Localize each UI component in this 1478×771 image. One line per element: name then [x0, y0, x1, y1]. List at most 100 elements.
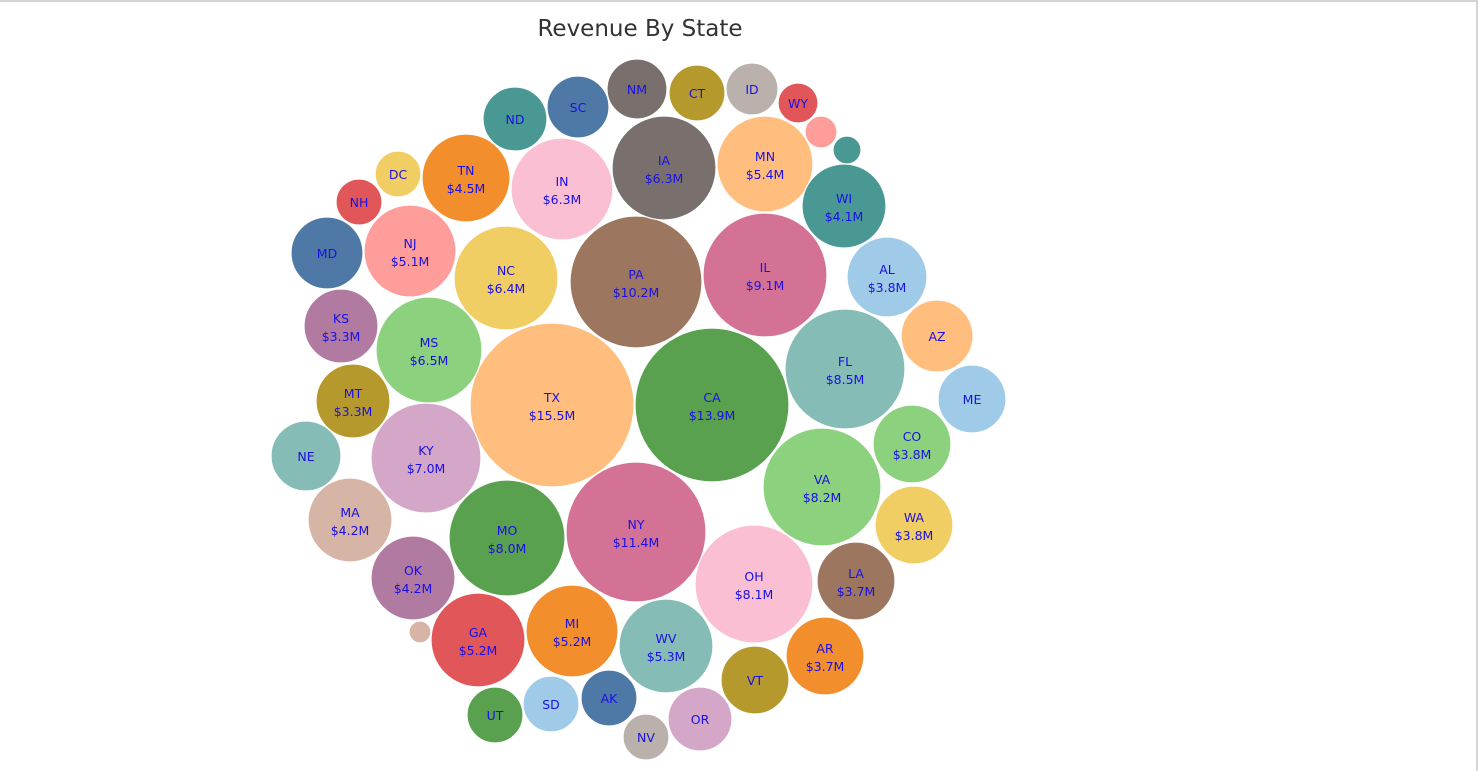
- bubble-tn[interactable]: TN $4.5M: [421, 133, 511, 223]
- bubble-ok[interactable]: OK $4.2M: [370, 535, 456, 621]
- bubble-circle-nv[interactable]: [622, 713, 670, 761]
- bubble-circle-oh[interactable]: [694, 524, 814, 644]
- bubble-circle-unnamed-50[interactable]: [408, 620, 432, 644]
- bubble-circle-in[interactable]: [510, 137, 614, 241]
- bubble-circle-id[interactable]: [725, 62, 779, 116]
- bubble-circle-ny[interactable]: [565, 461, 707, 603]
- bubble-mi[interactable]: MI $5.2M: [525, 584, 619, 678]
- bubble-circle-co[interactable]: [872, 404, 952, 484]
- bubble-circle-sd[interactable]: [522, 675, 580, 733]
- bubble-circle-mo[interactable]: [448, 479, 566, 597]
- bubble-circle-wy[interactable]: [777, 82, 819, 124]
- bubble-unnamed-50[interactable]: [408, 620, 432, 644]
- bubble-circle-nh[interactable]: [335, 178, 383, 226]
- bubble-circle-tx[interactable]: [469, 322, 635, 488]
- bubble-co[interactable]: CO $3.8M: [872, 404, 952, 484]
- bubble-ne[interactable]: NE: [270, 420, 342, 492]
- bubble-nv[interactable]: NV: [622, 713, 670, 761]
- bubble-az[interactable]: AZ: [900, 299, 974, 373]
- bubble-mt[interactable]: MT $3.3M: [315, 363, 391, 439]
- bubble-circle-vt[interactable]: [720, 645, 790, 715]
- bubble-wa[interactable]: WA $3.8M: [874, 485, 954, 565]
- bubble-circle-la[interactable]: [816, 541, 896, 621]
- bubble-nc[interactable]: NC $6.4M: [453, 225, 559, 331]
- bubble-circle-ia[interactable]: [611, 115, 717, 221]
- bubble-nj[interactable]: NJ $5.1M: [363, 204, 457, 298]
- bubble-ma[interactable]: MA $4.2M: [307, 477, 393, 563]
- bubble-ct[interactable]: CT: [668, 64, 726, 122]
- bubble-tx[interactable]: TX $15.5M: [469, 322, 635, 488]
- bubble-circle-me[interactable]: [937, 364, 1007, 434]
- bubble-circle-ga[interactable]: [430, 592, 526, 688]
- bubble-circle-ct[interactable]: [668, 64, 726, 122]
- bubble-ms[interactable]: MS $6.5M: [375, 296, 483, 404]
- bubble-circle-sc[interactable]: [546, 75, 610, 139]
- bubble-circle-nd[interactable]: [482, 86, 548, 152]
- bubble-ny[interactable]: NY $11.4M: [565, 461, 707, 603]
- bubble-oh[interactable]: OH $8.1M: [694, 524, 814, 644]
- bubble-circle-mn[interactable]: [716, 115, 814, 213]
- bubble-in[interactable]: IN $6.3M: [510, 137, 614, 241]
- bubble-mo[interactable]: MO $8.0M: [448, 479, 566, 597]
- bubble-dc[interactable]: DC: [374, 150, 422, 198]
- bubble-me[interactable]: ME: [937, 364, 1007, 434]
- bubble-ga[interactable]: GA $5.2M: [430, 592, 526, 688]
- bubble-circle-dc[interactable]: [374, 150, 422, 198]
- bubble-circle-unnamed-49[interactable]: [832, 135, 862, 165]
- bubble-circle-wi[interactable]: [801, 163, 887, 249]
- bubble-mn[interactable]: MN $5.4M: [716, 115, 814, 213]
- bubble-circle-md[interactable]: [290, 216, 364, 290]
- bubble-wi[interactable]: WI $4.1M: [801, 163, 887, 249]
- bubble-circle-al[interactable]: [846, 236, 928, 318]
- bubble-ca[interactable]: CA $13.9M: [634, 327, 790, 483]
- bubble-circle-nj[interactable]: [363, 204, 457, 298]
- bubble-circle-nm[interactable]: [606, 58, 668, 120]
- bubble-al[interactable]: AL $3.8M: [846, 236, 928, 318]
- bubble-circle-mi[interactable]: [525, 584, 619, 678]
- bubble-unnamed-48[interactable]: [804, 115, 838, 149]
- bubble-circle-ky[interactable]: [370, 402, 482, 514]
- bubble-sc[interactable]: SC: [546, 75, 610, 139]
- bubble-ky[interactable]: KY $7.0M: [370, 402, 482, 514]
- bubble-or[interactable]: OR: [667, 686, 733, 752]
- bubble-circle-ks[interactable]: [303, 288, 379, 364]
- bubble-nh[interactable]: NH: [335, 178, 383, 226]
- bubble-circle-pa[interactable]: [569, 215, 703, 349]
- bubble-circle-tn[interactable]: [421, 133, 511, 223]
- bubble-circle-va[interactable]: [762, 427, 882, 547]
- bubble-va[interactable]: VA $8.2M: [762, 427, 882, 547]
- bubble-ak[interactable]: AK: [580, 669, 638, 727]
- bubble-unnamed-49[interactable]: [832, 135, 862, 165]
- bubble-circle-il[interactable]: [702, 212, 828, 338]
- bubble-circle-nc[interactable]: [453, 225, 559, 331]
- bubble-circle-fl[interactable]: [784, 308, 906, 430]
- bubble-circle-ok[interactable]: [370, 535, 456, 621]
- bubble-circle-ut[interactable]: [466, 686, 524, 744]
- bubble-il[interactable]: IL $9.1M: [702, 212, 828, 338]
- bubble-circle-ca[interactable]: [634, 327, 790, 483]
- bubble-nd[interactable]: ND: [482, 86, 548, 152]
- bubble-pa[interactable]: PA $10.2M: [569, 215, 703, 349]
- bubble-circle-az[interactable]: [900, 299, 974, 373]
- bubble-ks[interactable]: KS $3.3M: [303, 288, 379, 364]
- bubble-circle-or[interactable]: [667, 686, 733, 752]
- bubble-nm[interactable]: NM: [606, 58, 668, 120]
- bubble-circle-ak[interactable]: [580, 669, 638, 727]
- bubble-wy[interactable]: WY: [777, 82, 819, 124]
- bubble-circle-unnamed-48[interactable]: [804, 115, 838, 149]
- bubble-circle-ar[interactable]: [785, 616, 865, 696]
- bubble-circle-ms[interactable]: [375, 296, 483, 404]
- bubble-circle-mt[interactable]: [315, 363, 391, 439]
- bubble-circle-ne[interactable]: [270, 420, 342, 492]
- bubble-vt[interactable]: VT: [720, 645, 790, 715]
- bubble-circle-wa[interactable]: [874, 485, 954, 565]
- bubble-wv[interactable]: WV $5.3M: [618, 598, 714, 694]
- bubble-id[interactable]: ID: [725, 62, 779, 116]
- bubble-ut[interactable]: UT: [466, 686, 524, 744]
- bubble-la[interactable]: LA $3.7M: [816, 541, 896, 621]
- bubble-ia[interactable]: IA $6.3M: [611, 115, 717, 221]
- bubble-sd[interactable]: SD: [522, 675, 580, 733]
- bubble-circle-wv[interactable]: [618, 598, 714, 694]
- bubble-circle-ma[interactable]: [307, 477, 393, 563]
- bubble-fl[interactable]: FL $8.5M: [784, 308, 906, 430]
